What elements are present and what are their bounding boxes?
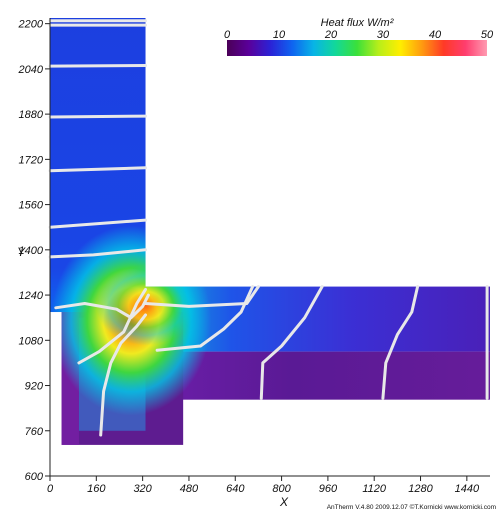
y-tick-label: 760 bbox=[25, 426, 44, 438]
colorbar-tick-label: 40 bbox=[429, 29, 442, 41]
x-tick-label: 800 bbox=[272, 483, 291, 495]
isoline-8 bbox=[54, 293, 150, 320]
x-tick-label: 320 bbox=[133, 483, 152, 495]
isoline-6 bbox=[48, 218, 147, 229]
y-tick-label: 1560 bbox=[19, 200, 44, 212]
isoline-9 bbox=[77, 287, 147, 365]
isoline-13 bbox=[259, 285, 324, 400]
isoline-11 bbox=[144, 285, 260, 308]
x-tick-label: 0 bbox=[47, 483, 54, 495]
isolines bbox=[48, 19, 489, 437]
hotspot-group bbox=[51, 225, 212, 416]
colorbar bbox=[227, 40, 487, 56]
isoline-5 bbox=[48, 166, 147, 173]
x-tick-label: 640 bbox=[226, 483, 245, 495]
x-tick-label: 1440 bbox=[455, 483, 480, 495]
x-tick-label: 480 bbox=[180, 483, 199, 495]
temperature-field bbox=[50, 18, 491, 445]
y-tick-label: 1880 bbox=[19, 109, 44, 121]
x-axis-label: X bbox=[279, 495, 289, 509]
colorbar-ticks: 0 10 20 30 40 50 bbox=[224, 29, 494, 41]
x-tick-label: 160 bbox=[87, 483, 106, 495]
credit-text: AnTherm V.4.80 2009.12.07 ©T.Kornicki ww… bbox=[327, 503, 496, 511]
y-tick-label: 1720 bbox=[19, 154, 44, 166]
axes bbox=[49, 18, 490, 477]
isoline-14 bbox=[381, 285, 420, 400]
isoline-3 bbox=[48, 64, 147, 68]
isoline-7 bbox=[48, 248, 147, 259]
y-tick-label: 600 bbox=[25, 471, 44, 483]
y-tick-label: 920 bbox=[25, 381, 44, 393]
y-tick-label: 1240 bbox=[19, 290, 44, 302]
isoline-12 bbox=[155, 285, 255, 352]
colorbar-tick-label: 50 bbox=[481, 29, 494, 41]
region-lower-slab bbox=[160, 351, 490, 400]
x-tick-label: 1120 bbox=[362, 483, 387, 495]
x-axis-ticks: 0 160 320 480 640 800 960 1120 1280 1440 bbox=[47, 476, 480, 495]
y-tick-label: 2200 bbox=[18, 19, 44, 31]
colorbar-tick-label: 20 bbox=[324, 29, 338, 41]
y-tick-label: 1400 bbox=[19, 245, 44, 257]
colorbar-tick-label: 0 bbox=[224, 29, 231, 41]
y-axis-ticks: 600 760 920 1080 1240 1400 1560 1720 1880 2040 220… bbox=[18, 19, 50, 483]
x-tick-label: 960 bbox=[319, 483, 338, 495]
isoline-10 bbox=[99, 313, 147, 437]
colorbar-tick-label: 10 bbox=[273, 29, 286, 41]
colorbar-tick-label: 30 bbox=[377, 29, 390, 41]
y-axis-label: Y bbox=[17, 245, 26, 259]
y-tick-label: 1080 bbox=[19, 335, 44, 347]
y-tick-label: 2040 bbox=[18, 64, 44, 76]
colorbar-legend: Heat flux W/m² 0 10 20 30 40 50 bbox=[224, 17, 494, 56]
colorbar-title: Heat flux W/m² bbox=[321, 17, 394, 29]
x-tick-label: 1280 bbox=[408, 483, 433, 495]
isoline-4 bbox=[48, 114, 147, 119]
